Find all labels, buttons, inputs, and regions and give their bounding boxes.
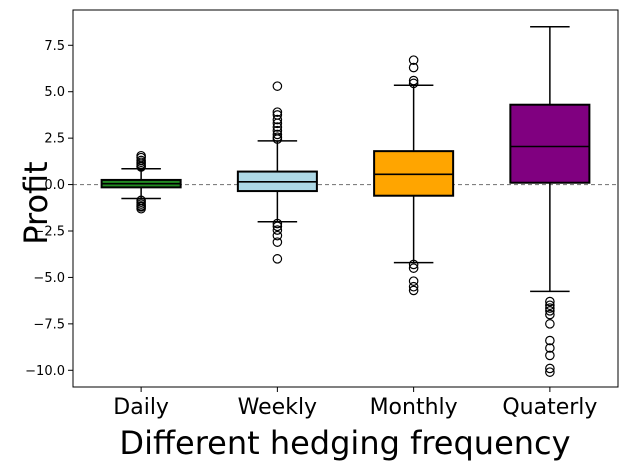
outlier-point xyxy=(545,303,555,313)
y-tick-label: 0.0 xyxy=(44,178,65,193)
outlier-point xyxy=(408,259,419,270)
outlier-point xyxy=(408,281,419,292)
outlier-point xyxy=(545,306,555,316)
outlier-point xyxy=(545,363,555,374)
outlier-point xyxy=(545,335,555,346)
outlier-point xyxy=(272,107,283,117)
outlier-point xyxy=(272,237,283,247)
y-axis-title: Profit xyxy=(17,161,55,244)
outlier-point xyxy=(272,129,283,140)
outlier-point xyxy=(272,218,283,229)
outlier-point xyxy=(408,62,419,73)
outlier-point xyxy=(545,296,555,307)
x-axis-title: Different hedging frequency xyxy=(119,424,570,462)
y-tick-label: −2.5 xyxy=(33,225,65,240)
outlier-point xyxy=(545,300,555,311)
outlier-point xyxy=(136,203,146,214)
y-tick-label: 2.5 xyxy=(44,132,65,147)
outlier-point xyxy=(408,55,419,65)
y-tick-label: −7.5 xyxy=(33,317,65,332)
plot-area: Daily Weekly Monthly Quaterly 7.5 5.0 2.5 0.0 −2… xyxy=(25,9,619,420)
outlier-point xyxy=(272,221,283,232)
outlier-point xyxy=(545,350,555,361)
outlier-point xyxy=(272,114,283,125)
outlier-point xyxy=(408,276,419,286)
outlier-point xyxy=(408,75,419,86)
box-monthly xyxy=(373,150,455,197)
outlier-point xyxy=(408,285,419,296)
outlier-point xyxy=(545,343,555,353)
y-tick-label: 7.5 xyxy=(44,39,65,54)
x-tick-label: Monthly xyxy=(370,395,458,420)
outlier-point xyxy=(272,254,283,264)
x-tick-label: Weekly xyxy=(238,395,317,420)
outlier-point xyxy=(136,162,146,172)
x-tick-label: Daily xyxy=(113,395,169,420)
y-tick-label: −10.0 xyxy=(25,364,65,379)
y-tick-label: 5.0 xyxy=(44,85,65,100)
outlier-point xyxy=(545,367,555,377)
x-tick-label: Quaterly xyxy=(502,395,597,420)
outlier-point xyxy=(408,78,419,89)
outlier-point xyxy=(272,225,283,235)
outlier-point xyxy=(408,263,419,273)
outlier-point xyxy=(272,230,283,241)
y-tick-label: −5.0 xyxy=(33,271,65,286)
outlier-point xyxy=(272,134,283,144)
box-quaterly xyxy=(509,103,591,184)
outlier-point xyxy=(272,118,283,129)
outlier-point xyxy=(272,81,283,91)
outlier-point xyxy=(272,122,283,132)
outlier-point xyxy=(545,319,555,329)
outlier-point xyxy=(545,309,555,320)
plot-frame xyxy=(72,9,619,388)
